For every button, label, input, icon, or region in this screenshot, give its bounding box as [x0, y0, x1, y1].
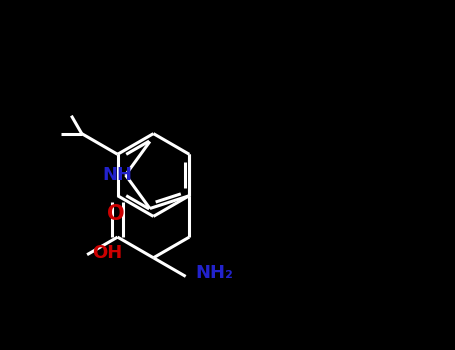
Text: O: O	[106, 204, 124, 224]
Text: OH: OH	[92, 244, 122, 261]
Text: NH: NH	[103, 166, 133, 184]
Text: NH₂: NH₂	[195, 264, 233, 282]
